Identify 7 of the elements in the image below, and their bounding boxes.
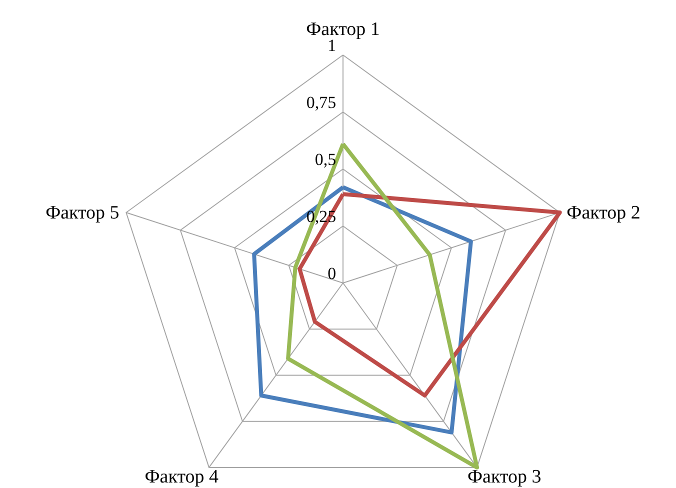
spoke-label: Фактор 4: [144, 466, 219, 488]
y-tick-label: 0: [328, 264, 336, 283]
spoke-label: Фактор 5: [46, 202, 120, 224]
spoke-label: Фактор 3: [468, 466, 542, 488]
spoke-label: Фактор 2: [566, 202, 640, 224]
y-tick-label: 0,75: [306, 93, 336, 112]
y-tick-label: 0,5: [314, 150, 336, 169]
